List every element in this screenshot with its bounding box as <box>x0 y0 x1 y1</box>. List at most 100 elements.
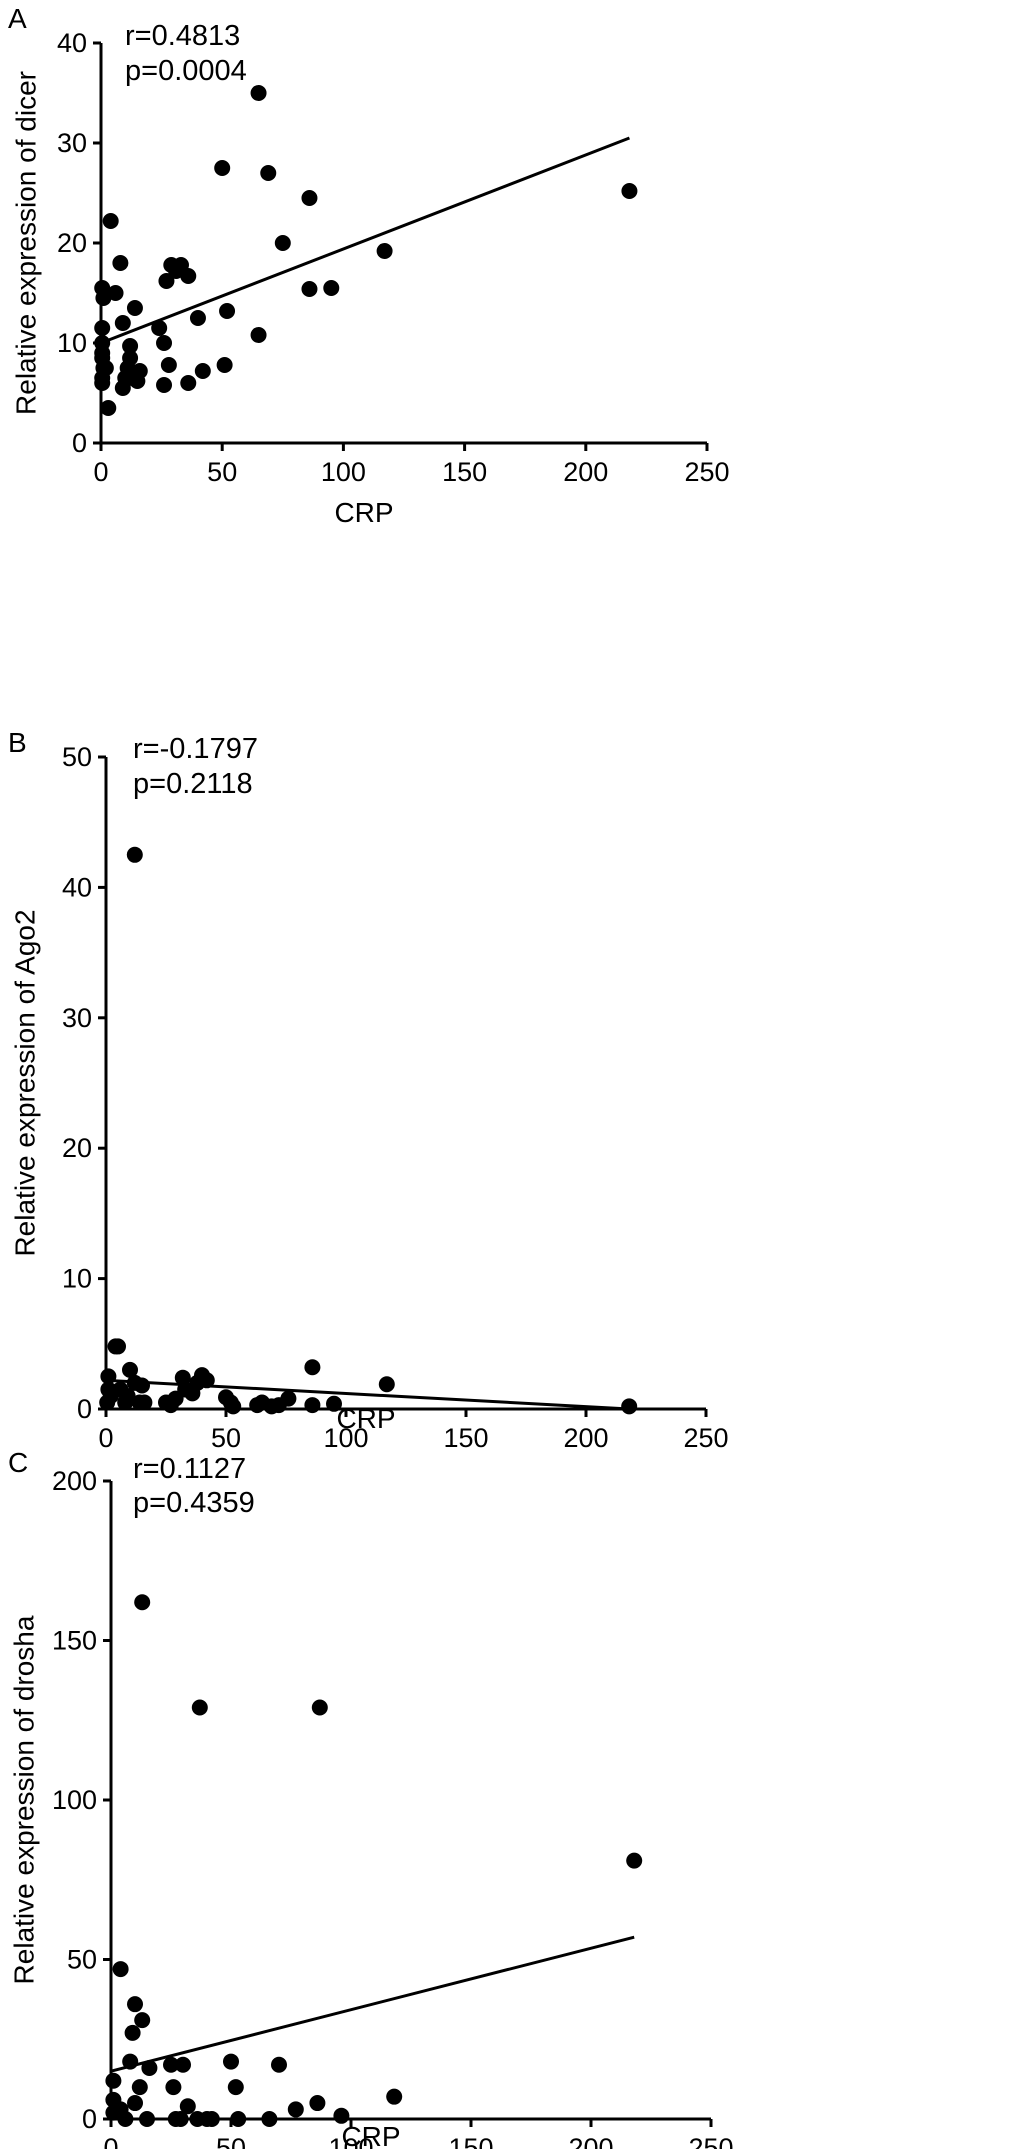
y-tick-label: 50 <box>67 1945 97 1975</box>
x-tick-label: 50 <box>216 2133 246 2149</box>
correlation-r-label: r=-0.1797 <box>133 733 258 765</box>
data-point <box>127 1996 143 2013</box>
data-point <box>117 2111 134 2127</box>
x-tick-label: 250 <box>684 457 729 487</box>
scatter-chart-drosha: C 0 50 100 150 200 0 50 100 150 200 250 CRP Relative … <box>8 1447 734 2149</box>
data-point <box>172 2111 189 2127</box>
data-point <box>156 335 173 351</box>
regression-line <box>100 136 630 345</box>
regression-line <box>110 1935 635 2073</box>
data-point <box>114 315 131 331</box>
data-point <box>122 2053 139 2070</box>
x-tick-label: 100 <box>323 1423 368 1453</box>
data-point <box>216 357 233 373</box>
data-point <box>214 160 231 176</box>
x-tick-label: 250 <box>683 1423 728 1453</box>
data-point <box>301 190 318 206</box>
data-point <box>326 1395 342 1412</box>
correlation-r-label: r=0.1127 <box>133 1453 246 1485</box>
data-point <box>105 2072 122 2089</box>
data-point <box>309 2095 326 2112</box>
data-point <box>274 235 291 251</box>
y-tick-label: 100 <box>52 1785 97 1815</box>
panel-letter: B <box>8 727 27 758</box>
data-point <box>376 243 393 259</box>
data-point <box>127 2095 143 2112</box>
y-axis-title: Relative expression of dicer <box>10 71 41 415</box>
data-point <box>287 2101 304 2118</box>
data-point <box>227 2079 244 2096</box>
data-point <box>124 2024 141 2041</box>
data-point <box>260 165 277 181</box>
data-point <box>378 1376 395 1393</box>
data-point <box>626 1852 643 1869</box>
data-point <box>158 273 175 289</box>
data-point <box>386 2088 403 2105</box>
y-tick-label: 20 <box>57 228 87 258</box>
data-point <box>203 2111 220 2127</box>
data-point <box>280 1390 297 1407</box>
data-point <box>189 310 206 326</box>
data-point <box>180 375 197 391</box>
x-tick-label: 200 <box>563 1423 608 1453</box>
data-point <box>223 2053 239 2070</box>
y-axis-title: Relative expression of Ago2 <box>9 909 40 1256</box>
y-tick-label: 0 <box>82 2104 97 2134</box>
correlation-r-label: r=0.4813 <box>125 20 240 52</box>
data-point <box>122 1361 138 1378</box>
y-axis-title: Relative expression of drosha <box>8 1615 39 1984</box>
data-point <box>141 2059 158 2076</box>
y-tick-label: 20 <box>62 1133 92 1163</box>
y-tick-label: 10 <box>57 328 87 358</box>
data-point <box>179 2098 196 2115</box>
data-point <box>194 363 211 379</box>
data-point <box>107 285 124 301</box>
x-tick-label: 100 <box>328 2133 373 2149</box>
data-point <box>100 1368 117 1385</box>
x-tick-label: 200 <box>568 2133 613 2149</box>
data-point <box>122 338 139 354</box>
data-point <box>97 360 114 376</box>
data-point <box>304 1397 321 1414</box>
x-tick-label: 200 <box>563 457 608 487</box>
data-point <box>225 1398 242 1415</box>
data-point <box>323 280 340 296</box>
scatter-chart-dicer: A 0 10 20 30 40 0 50 100 150 200 250 CRP Relative exp… <box>8 3 730 528</box>
data-point <box>94 375 111 391</box>
x-tick-label: 100 <box>321 457 366 487</box>
panel-letter: A <box>8 3 27 34</box>
data-point <box>261 2111 278 2127</box>
data-point <box>102 213 119 229</box>
data-point <box>191 1699 208 1716</box>
data-point <box>131 363 148 379</box>
data-point <box>621 183 638 199</box>
data-point <box>160 357 177 373</box>
panel-letter: C <box>8 1447 28 1478</box>
x-tick-label: 0 <box>98 1423 113 1453</box>
data-point <box>134 1594 151 1611</box>
y-tick-label: 30 <box>57 128 87 158</box>
data-point <box>180 268 197 284</box>
y-tick-label: 40 <box>57 28 87 58</box>
x-axis-title: CRP <box>341 2121 400 2149</box>
correlation-p-label: p=0.4359 <box>133 1487 255 1519</box>
data-point <box>250 327 267 343</box>
data-point <box>301 281 318 297</box>
y-tick-label: 10 <box>62 1264 92 1294</box>
data-point <box>100 400 117 416</box>
data-point <box>156 377 173 393</box>
x-tick-label: 150 <box>448 2133 493 2149</box>
data-point <box>219 303 236 319</box>
data-point <box>112 1961 129 1978</box>
data-point <box>271 2056 287 2073</box>
data-point <box>110 1338 126 1355</box>
x-tick-label: 250 <box>688 2133 733 2149</box>
data-point <box>175 2056 191 2073</box>
data-point <box>126 846 143 863</box>
correlation-p-label: p=0.0004 <box>125 55 247 87</box>
data-point <box>163 2056 179 2073</box>
x-tick-label: 0 <box>93 457 108 487</box>
y-tick-label: 30 <box>62 1003 92 1033</box>
x-tick-label: 0 <box>103 2133 118 2149</box>
data-point <box>112 255 129 271</box>
